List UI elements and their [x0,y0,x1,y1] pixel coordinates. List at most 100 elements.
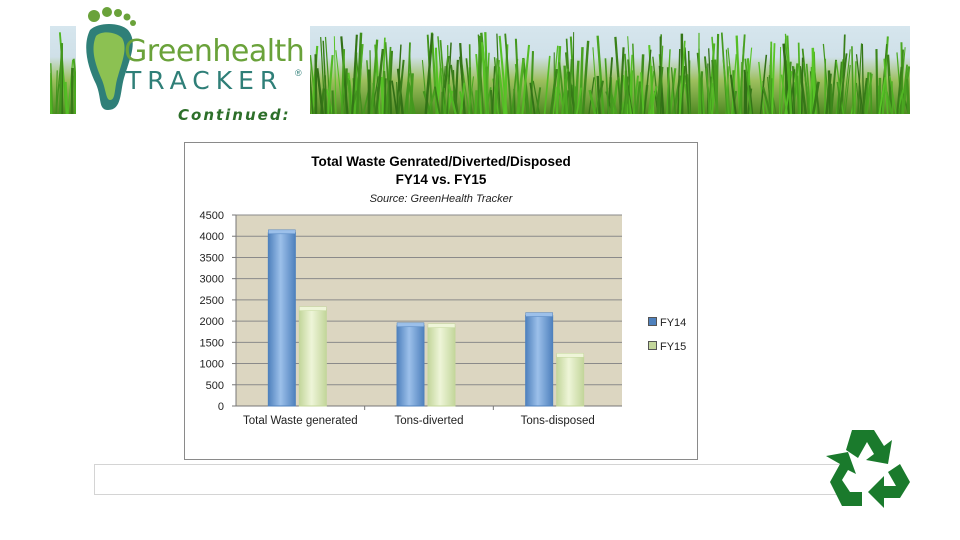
grass-blade [796,75,800,114]
grass-blade [791,63,799,114]
bar-fy14 [267,232,296,407]
grass-blade [855,54,864,114]
logo-text-tracker: TRACKER [126,66,284,95]
grass-blade [780,38,787,114]
grass-blade [535,87,542,114]
grass-blade [549,68,558,114]
grass-blade [579,47,584,114]
y-tick-label: 3500 [200,252,224,264]
grass-blade [575,87,583,114]
grass-blade [640,72,645,114]
grass-blade [782,43,791,114]
grass-blade [844,64,851,114]
grass-blade [516,58,525,114]
y-tick-label: 1500 [200,337,224,349]
y-tick-label: 4000 [200,231,224,243]
grass-blade [825,73,832,114]
grass-blade [635,81,641,114]
legend-label-fy15: FY15 [660,341,687,353]
grass-blade [632,43,637,114]
grass-blade [514,63,521,114]
x-tick-label: Tons-diverted [394,415,463,427]
bar-cap [556,353,584,358]
grass-blade [468,76,475,114]
grass-blade [786,35,793,114]
grass-blade [622,89,628,114]
grass-blade [494,59,500,114]
grass-blade [50,63,54,114]
grass-blade [802,62,811,114]
y-tick-label: 0 [218,401,224,413]
grass-blade [835,60,844,114]
grass-blade [477,35,481,114]
grass-blade [738,34,746,114]
grass-blade [391,80,398,114]
grass-blade [705,67,711,114]
grass-blade [612,80,619,114]
bar-fy15 [427,326,456,407]
grass-blade [623,53,630,114]
grass-blade [374,48,385,114]
grass-blade [800,57,804,114]
grass-blade [58,32,68,114]
x-tick-label: Total Waste generated [243,415,358,427]
grass-blade [497,66,506,114]
grass-blade [324,36,332,114]
grass-blade [891,81,894,114]
grass-blade [529,51,535,114]
grass-blade [437,36,445,114]
grass-blade [315,68,324,114]
legend-item-fy15: FY15 [648,340,686,354]
chart-container: Total Waste Genrated/Diverted/Disposed F… [184,142,698,460]
grass-blade [883,58,889,114]
grass-blade [567,71,577,114]
chart-subtitle: FY14 vs. FY15 [395,172,487,187]
grass-blade [630,70,634,114]
y-tick-label: 500 [206,380,224,392]
grass-blade [855,82,860,114]
grass-blade [906,78,910,114]
grass-blade [447,45,450,114]
y-tick-label: 3000 [200,274,224,286]
grass-blade [64,81,69,114]
grass-blade [581,40,590,114]
grass-blade [811,81,820,114]
grass-blade [670,67,676,114]
grass-blade [666,49,671,114]
grass-blade [878,76,887,114]
grass-blade [779,46,782,114]
legend-swatch-fy14 [648,317,657,326]
grass-blade [388,80,393,114]
grass-blade [574,60,580,114]
footprint-logo-icon [86,7,136,110]
bar-fy14 [396,325,425,407]
grass-blade [70,67,74,114]
logo-trademark: ® [295,68,302,78]
grass-blade [722,59,730,114]
grass-blade [643,49,652,114]
grass-blade [347,78,351,114]
grass-blade [677,49,681,114]
grass-blade [731,54,737,114]
grass-blade [771,43,776,114]
legend-swatch-fy15 [648,341,657,350]
grass-blade [443,87,447,114]
grass-blade [446,42,452,114]
grass-blade [355,32,363,114]
grass-blade [58,43,64,114]
grass-blade [698,48,702,114]
grass-blade [340,36,349,114]
grass-blade [561,68,569,114]
grass-blade [649,86,658,114]
grass-blade [383,78,387,114]
text-box[interactable] [94,464,840,495]
grass-blade [595,80,604,114]
grass-blade [558,62,566,114]
bar-cap [396,322,425,328]
grass-blade [842,49,851,114]
grass-blade [447,84,457,114]
grass-blade [596,35,605,114]
logo: Greenhealth TRACKER ® [76,6,310,114]
grass-blade [713,59,719,114]
legend-label-fy14: FY14 [660,317,687,329]
